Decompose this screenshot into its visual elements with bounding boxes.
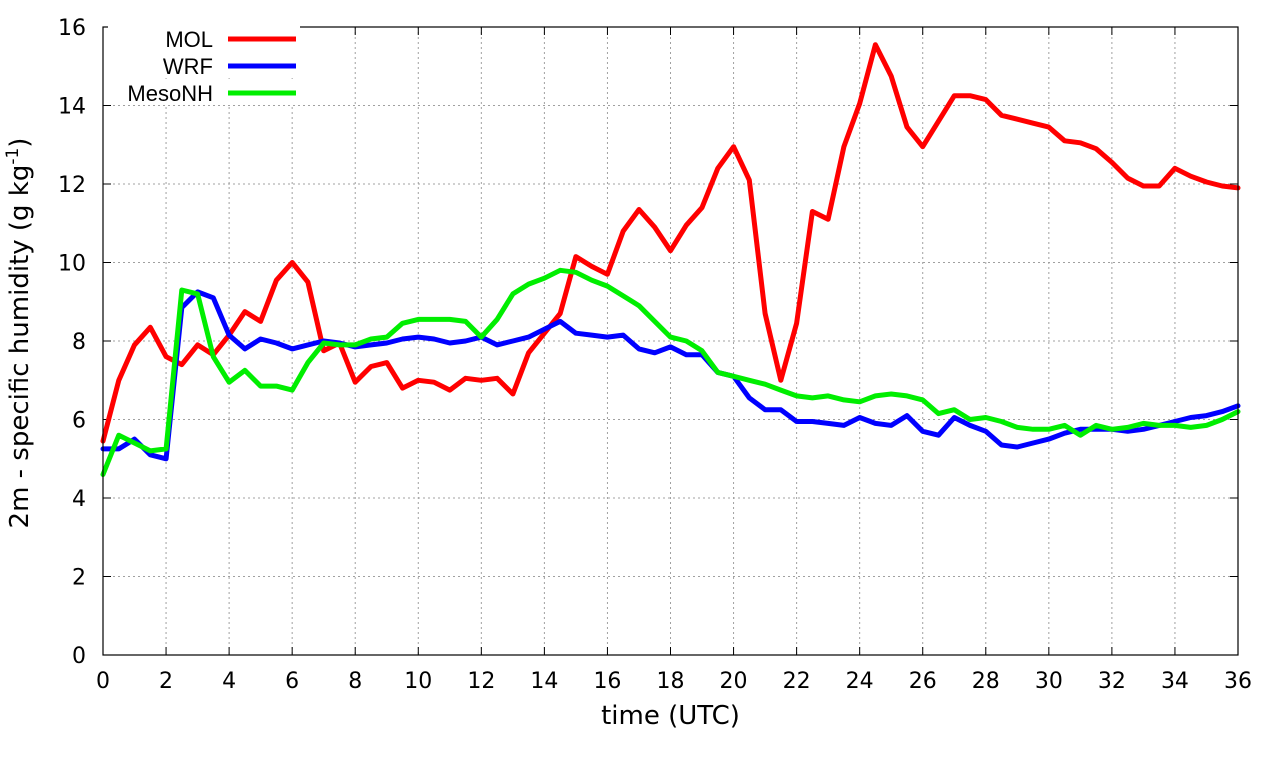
series-line-mol (100, 42, 1241, 444)
legend-label-mol: MOL (165, 27, 213, 52)
x-tick-label: 36 (1224, 669, 1252, 694)
y-tick-label: 2 (72, 566, 86, 591)
x-tick-label: 20 (720, 669, 748, 694)
y-tick-label: 16 (58, 16, 86, 41)
y-tick-label: 0 (72, 644, 86, 669)
y-tick-label: 10 (58, 252, 86, 277)
y-tick-label: 12 (58, 173, 86, 198)
series-lines (100, 42, 1241, 477)
x-tick-label: 12 (467, 669, 495, 694)
x-tick-label: 26 (909, 669, 937, 694)
legend-label-mesonh: MesoNH (127, 81, 213, 106)
y-axis-title: 2m - specific humidity (g kg-1) (3, 138, 35, 529)
x-tick-label: 30 (1035, 669, 1063, 694)
x-tick-label: 28 (972, 669, 1000, 694)
legend-label-wrf: WRF (163, 54, 213, 79)
y-axis-title-main: 2m - specific humidity (g kg (5, 165, 35, 529)
series-line-wrf (100, 289, 1241, 462)
grid-lines (103, 27, 1238, 655)
y-tick-labels: 0 2 4 6 8 10 12 14 16 (58, 16, 86, 669)
y-tick-label: 6 (72, 409, 86, 434)
x-tick-label: 14 (530, 669, 558, 694)
x-tick-label: 24 (846, 669, 874, 694)
x-tick-label: 8 (348, 669, 362, 694)
x-tick-label: 18 (657, 669, 685, 694)
plot-frame (102, 26, 1239, 656)
x-tick-label: 34 (1161, 669, 1189, 694)
x-tick-label: 6 (285, 669, 299, 694)
x-tick-label: 32 (1098, 669, 1126, 694)
x-tick-label: 22 (783, 669, 811, 694)
x-tick-label: 10 (404, 669, 432, 694)
x-tick-label: 4 (222, 669, 236, 694)
y-tick-label: 4 (72, 487, 86, 512)
x-tick-label: 2 (159, 669, 173, 694)
x-axis-title: time (UTC) (601, 701, 740, 731)
y-tick-label: 14 (58, 95, 86, 120)
y-axis-title-close: ) (5, 138, 35, 148)
y-tick-label: 8 (72, 330, 86, 355)
series-line-mesonh (100, 267, 1241, 477)
x-tick-label: 0 (96, 669, 110, 694)
y-axis-title-exponent: -1 (3, 148, 23, 165)
x-tick-labels: 0 2 4 6 8 10 12 14 16 18 20 22 24 26 28 30 32 34 36 (96, 669, 1252, 694)
x-tick-label: 16 (593, 669, 621, 694)
